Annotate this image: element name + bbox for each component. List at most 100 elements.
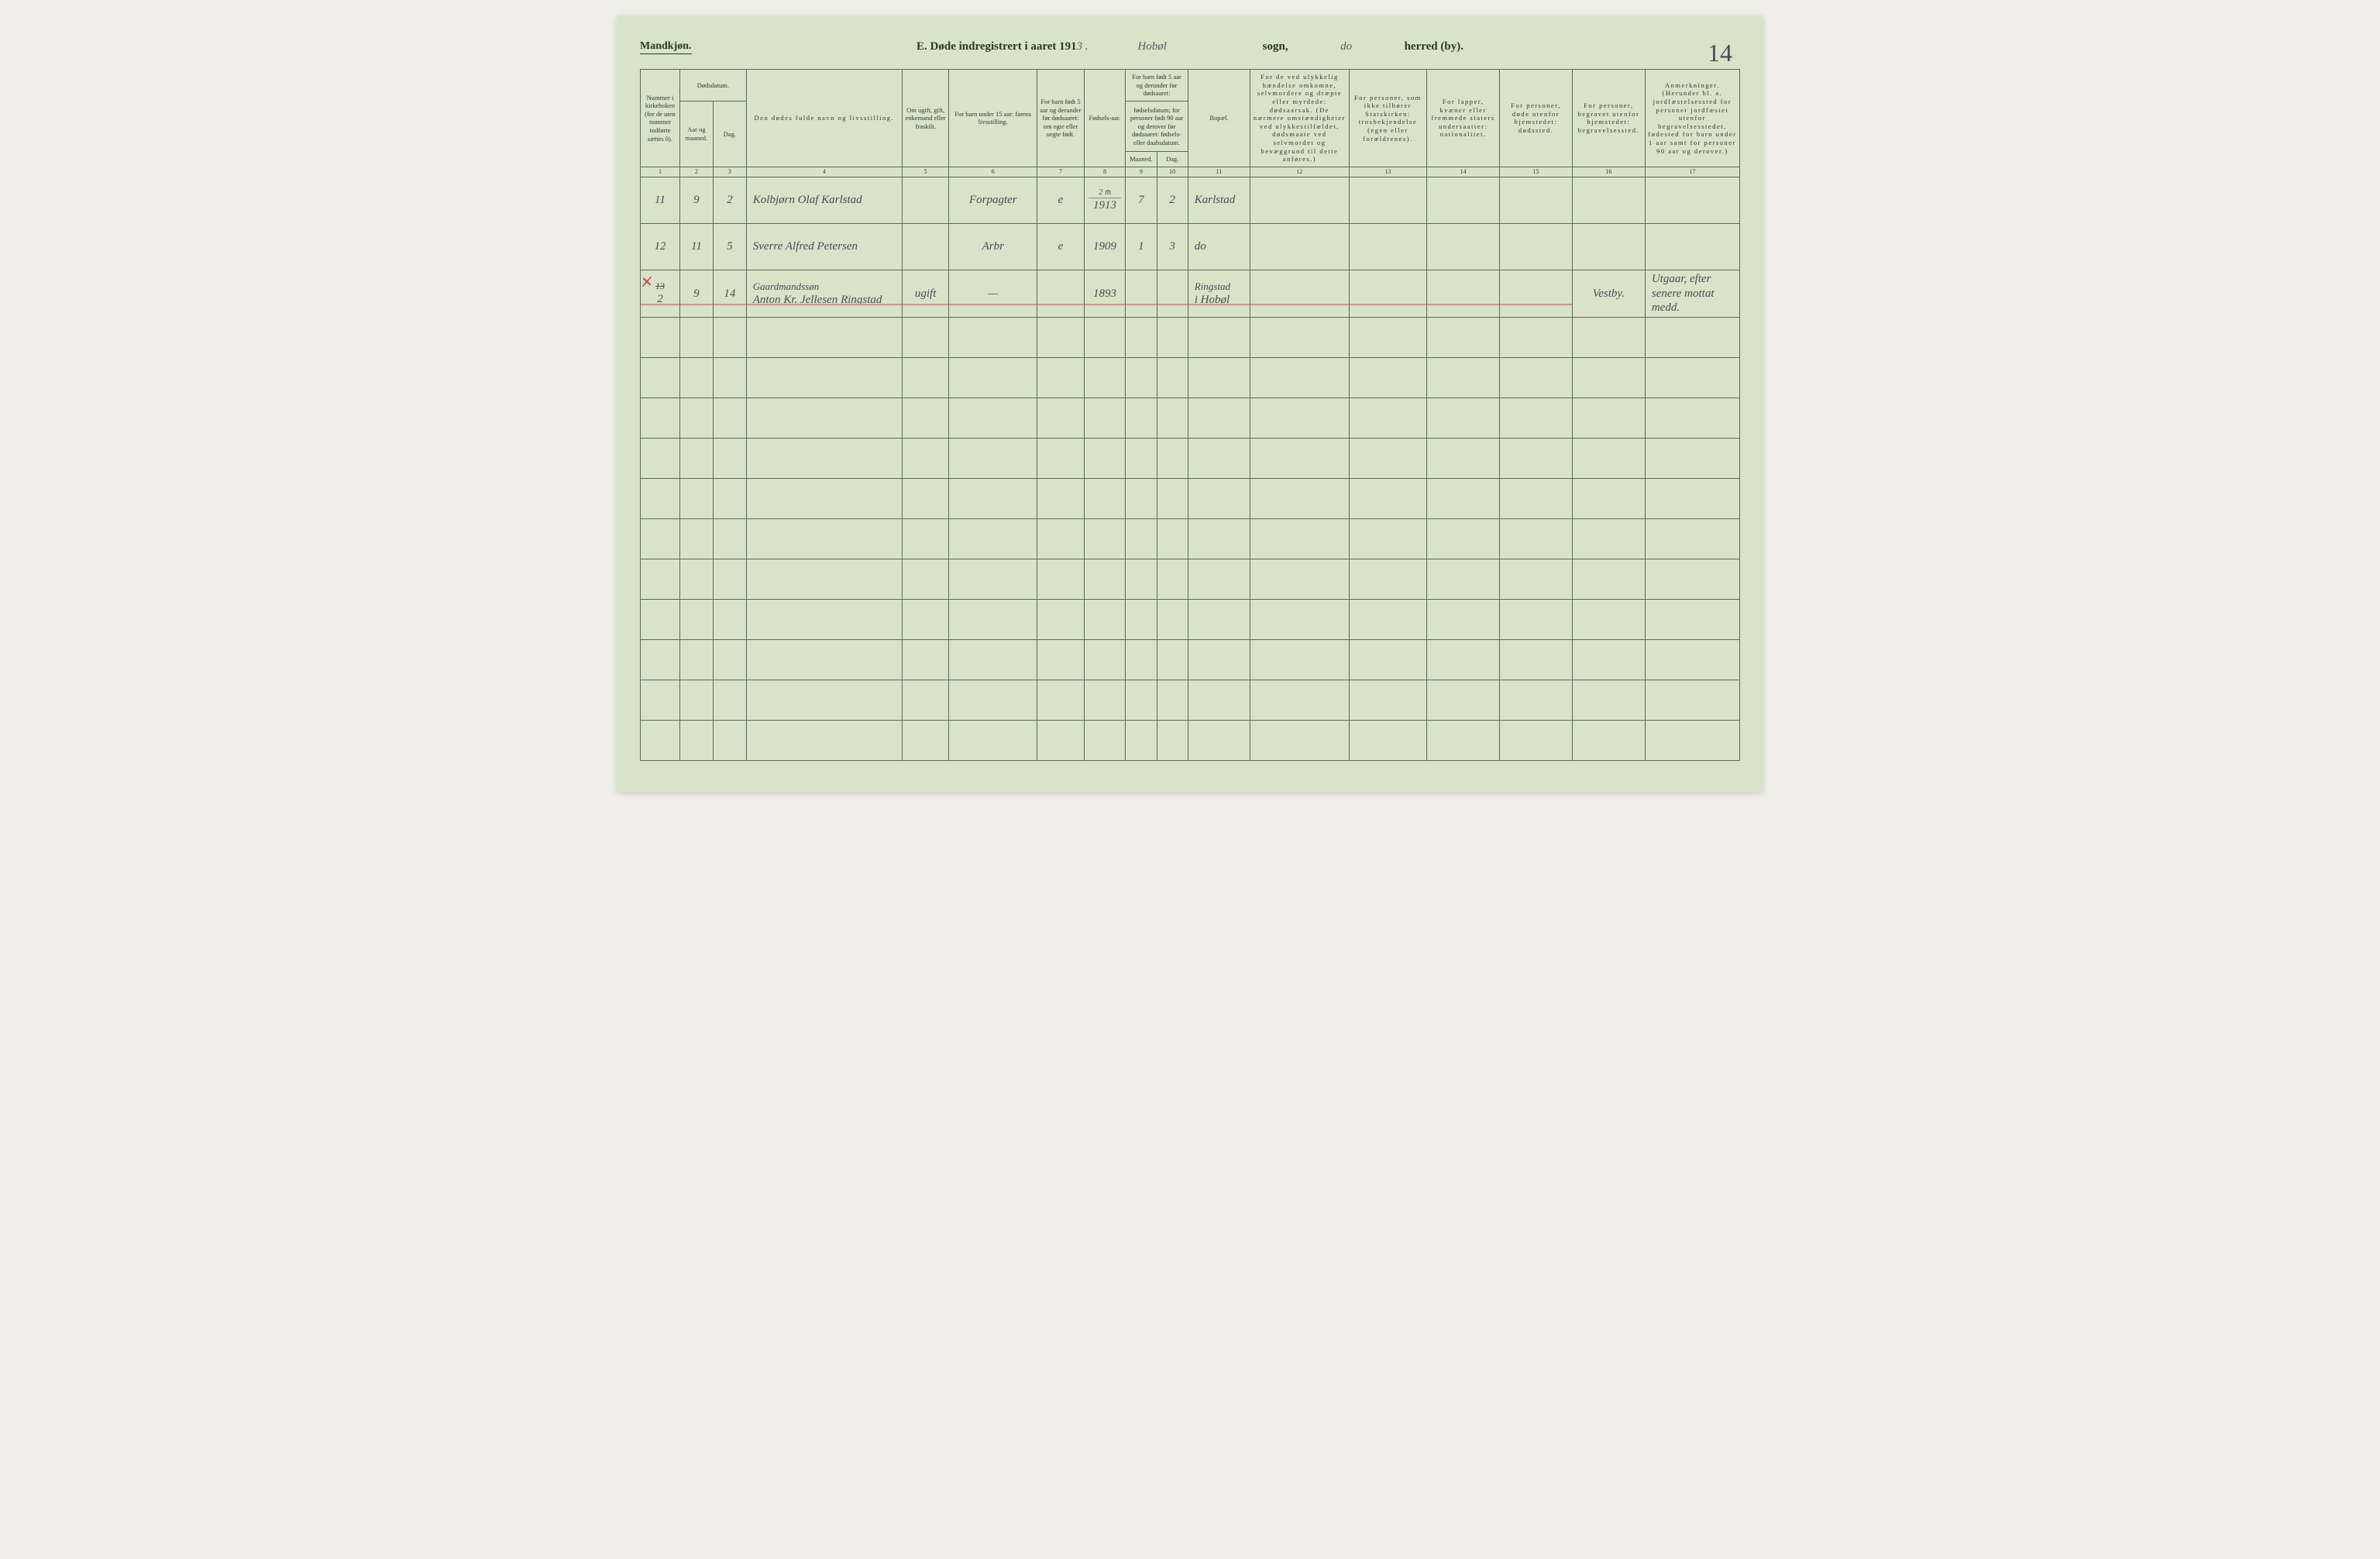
- column-number: 10: [1157, 167, 1188, 177]
- cell: [1250, 398, 1349, 439]
- cell: 1893: [1084, 270, 1126, 317]
- cell: [949, 479, 1037, 519]
- cell: [1645, 519, 1739, 559]
- cell: [1250, 600, 1349, 640]
- cell: [1349, 398, 1427, 439]
- col-barn5-group: For barn født 5 aar og derunder før døds…: [1126, 70, 1188, 102]
- cell: [1500, 223, 1573, 270]
- cell: [1427, 270, 1500, 317]
- table-row: [641, 600, 1740, 640]
- cell: [902, 479, 948, 519]
- cell: —: [949, 270, 1037, 317]
- cell: [1645, 479, 1739, 519]
- cell: [1572, 640, 1645, 680]
- cell: [1500, 318, 1573, 358]
- cell: [949, 600, 1037, 640]
- cell: [1349, 439, 1427, 479]
- cell: [746, 358, 902, 398]
- cell: [1084, 398, 1126, 439]
- cell: [1037, 358, 1084, 398]
- col-egte: For barn født 5 aar og derunder før døds…: [1037, 70, 1084, 167]
- cell: [1037, 318, 1084, 358]
- cell: [1500, 177, 1573, 223]
- cell: [1250, 559, 1349, 600]
- herred-handwritten: do: [1340, 40, 1352, 53]
- cell: [713, 479, 746, 519]
- cell: [1572, 519, 1645, 559]
- cell: [713, 640, 746, 680]
- table-row: [641, 519, 1740, 559]
- cell: [1349, 358, 1427, 398]
- cell: [746, 640, 902, 680]
- cell: [1037, 640, 1084, 680]
- cell: [1188, 479, 1250, 519]
- table-head: Nummer i kirkeboken (for de uten nummer …: [641, 70, 1740, 177]
- cell: 2: [713, 177, 746, 223]
- cell: Utgaar, efter senere mottat medd.: [1645, 270, 1739, 317]
- column-number: 13: [1349, 167, 1427, 177]
- cell: [641, 439, 680, 479]
- table-row: [641, 398, 1740, 439]
- cell: [746, 721, 902, 761]
- table-row: ✕132914GaardmandssønAnton Kr. Jellesen R…: [641, 270, 1740, 317]
- cell: [1645, 223, 1739, 270]
- cell: [1349, 270, 1427, 317]
- cell: [1157, 519, 1188, 559]
- cell: [1157, 398, 1188, 439]
- cell: 11: [641, 177, 680, 223]
- table-row: [641, 358, 1740, 398]
- cell: 12: [641, 223, 680, 270]
- cell: [1250, 223, 1349, 270]
- col-bopael: Bopæl.: [1188, 70, 1250, 167]
- cell: [1084, 358, 1126, 398]
- cell: 3: [1157, 223, 1188, 270]
- cell: [679, 439, 713, 479]
- cell: [1349, 519, 1427, 559]
- col-stand: Om ugift, gift, enkemand eller fraskilt.: [902, 70, 948, 167]
- col-tros: For personer, som ikke tilhører Statskir…: [1349, 70, 1427, 167]
- cell: [641, 519, 680, 559]
- cell: [1645, 680, 1739, 721]
- cell: [1645, 559, 1739, 600]
- cell: [641, 680, 680, 721]
- cell: [1427, 223, 1500, 270]
- column-number: 9: [1126, 167, 1157, 177]
- cell: [641, 358, 680, 398]
- year-handwritten: 3 .: [1077, 40, 1089, 53]
- cell: [1188, 680, 1250, 721]
- column-number: 4: [746, 167, 902, 177]
- cell: [641, 721, 680, 761]
- cell: [1572, 177, 1645, 223]
- cell: [1084, 680, 1126, 721]
- cell: 2: [1157, 177, 1188, 223]
- cell: [1427, 318, 1500, 358]
- cell: [1572, 479, 1645, 519]
- cell: [1572, 439, 1645, 479]
- cell: [1188, 600, 1250, 640]
- column-number: 17: [1645, 167, 1739, 177]
- cell: [1084, 318, 1126, 358]
- cell: [1188, 721, 1250, 761]
- table-row: [641, 439, 1740, 479]
- cell: [1349, 479, 1427, 519]
- cell: [1349, 318, 1427, 358]
- table-row: 1192Kolbjørn Olaf KarlstadForpagtere2 m̄…: [641, 177, 1740, 223]
- cell: [1427, 439, 1500, 479]
- cell: [902, 398, 948, 439]
- cell: [1037, 519, 1084, 559]
- column-number: 6: [949, 167, 1037, 177]
- cell: [679, 398, 713, 439]
- cell: [746, 559, 902, 600]
- cell: [949, 398, 1037, 439]
- cell: [679, 559, 713, 600]
- cell: [1572, 398, 1645, 439]
- title-row: E. Døde indregistrert i aaret 1913 . Hob…: [640, 40, 1740, 53]
- col-barn5-desc: fødselsdatum; for personer født 90 aar o…: [1126, 101, 1188, 151]
- sogn-label: sogn,: [1263, 40, 1288, 53]
- cell: [1037, 600, 1084, 640]
- cell: [679, 680, 713, 721]
- cell: [949, 318, 1037, 358]
- col-anmerkninger: Anmerkninger. (Herunder bl. a. jordfæste…: [1645, 70, 1739, 167]
- cell: [1500, 439, 1573, 479]
- cell: [1572, 559, 1645, 600]
